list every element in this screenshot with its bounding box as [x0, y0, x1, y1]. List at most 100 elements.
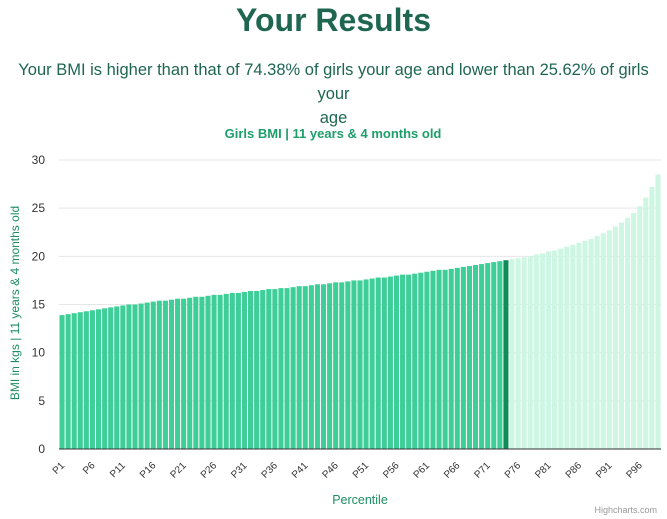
- bar[interactable]: [521, 257, 527, 449]
- bar[interactable]: [576, 242, 582, 449]
- bar[interactable]: [631, 212, 637, 449]
- bar[interactable]: [564, 246, 570, 449]
- bar[interactable]: [600, 233, 606, 449]
- bar[interactable]: [606, 230, 612, 449]
- bar[interactable]: [454, 267, 460, 449]
- bar[interactable]: [314, 284, 320, 449]
- bar[interactable]: [114, 306, 120, 449]
- bar[interactable]: [120, 305, 126, 449]
- bar[interactable]: [272, 289, 278, 449]
- bar[interactable]: [77, 312, 83, 449]
- bar[interactable]: [558, 248, 564, 449]
- bar[interactable]: [649, 186, 655, 449]
- bar[interactable]: [254, 291, 260, 449]
- bar[interactable]: [278, 288, 284, 449]
- bar[interactable]: [594, 236, 600, 449]
- bar[interactable]: [509, 259, 515, 449]
- bar[interactable]: [412, 273, 418, 449]
- bar[interactable]: [168, 299, 175, 449]
- bar[interactable]: [284, 288, 290, 449]
- bar[interactable]: [175, 298, 181, 449]
- bar[interactable]: [193, 296, 199, 449]
- bar[interactable]: [71, 313, 77, 449]
- bar[interactable]: [436, 269, 442, 449]
- bar[interactable]: [248, 291, 254, 449]
- bar[interactable]: [618, 222, 625, 449]
- bar[interactable]: [430, 270, 436, 449]
- bar[interactable]: [345, 281, 351, 449]
- highcharts-credit[interactable]: Highcharts.com: [594, 505, 657, 515]
- bar[interactable]: [381, 277, 387, 449]
- bar[interactable]: [302, 286, 308, 449]
- bar[interactable]: [102, 308, 108, 449]
- bar[interactable]: [260, 290, 266, 449]
- bar[interactable]: [211, 294, 217, 449]
- bar[interactable]: [132, 304, 138, 450]
- bar[interactable]: [89, 310, 95, 449]
- bar[interactable]: [472, 265, 479, 449]
- bar[interactable]: [126, 304, 132, 450]
- bar[interactable]: [181, 298, 187, 449]
- bar[interactable]: [375, 277, 381, 449]
- bar[interactable]: [655, 174, 661, 449]
- bar-highlighted-percentile[interactable]: [503, 260, 509, 449]
- bar[interactable]: [266, 289, 272, 449]
- bar[interactable]: [65, 314, 71, 449]
- bar[interactable]: [533, 254, 539, 449]
- bar[interactable]: [339, 282, 345, 449]
- bar[interactable]: [424, 271, 430, 449]
- bar[interactable]: [539, 253, 545, 449]
- bar[interactable]: [199, 296, 205, 449]
- bar[interactable]: [387, 276, 393, 449]
- bar[interactable]: [570, 244, 576, 449]
- bar[interactable]: [59, 315, 65, 449]
- bar[interactable]: [479, 264, 485, 449]
- bar[interactable]: [229, 292, 235, 449]
- bar[interactable]: [545, 251, 552, 449]
- bar[interactable]: [637, 206, 643, 449]
- bar[interactable]: [643, 197, 649, 449]
- bar[interactable]: [308, 285, 314, 449]
- bar[interactable]: [515, 258, 521, 449]
- bar[interactable]: [83, 311, 89, 449]
- bar[interactable]: [108, 307, 114, 449]
- bar[interactable]: [327, 283, 333, 449]
- bar[interactable]: [333, 282, 339, 449]
- bar[interactable]: [491, 262, 497, 449]
- bar[interactable]: [612, 226, 618, 449]
- bar[interactable]: [442, 269, 448, 449]
- bar[interactable]: [497, 261, 503, 449]
- bar[interactable]: [418, 272, 424, 449]
- bar[interactable]: [235, 292, 241, 449]
- bar[interactable]: [406, 274, 412, 449]
- bar[interactable]: [144, 302, 150, 449]
- bar[interactable]: [485, 263, 491, 449]
- bar[interactable]: [150, 301, 156, 449]
- bar[interactable]: [156, 300, 162, 449]
- bar[interactable]: [400, 274, 406, 449]
- bar[interactable]: [357, 280, 363, 449]
- bar[interactable]: [138, 303, 144, 449]
- bar[interactable]: [320, 284, 327, 449]
- bar[interactable]: [162, 300, 168, 449]
- bar[interactable]: [448, 268, 454, 449]
- bar[interactable]: [363, 279, 369, 449]
- bar[interactable]: [241, 291, 247, 449]
- bar[interactable]: [527, 256, 533, 449]
- bar[interactable]: [625, 217, 631, 449]
- bar[interactable]: [217, 294, 223, 449]
- bar[interactable]: [588, 238, 594, 449]
- bar[interactable]: [351, 280, 357, 449]
- bar[interactable]: [95, 309, 102, 449]
- bar[interactable]: [552, 250, 558, 449]
- bar[interactable]: [393, 275, 400, 449]
- bar[interactable]: [296, 286, 302, 449]
- bar[interactable]: [290, 287, 296, 449]
- bar[interactable]: [187, 297, 193, 449]
- bar[interactable]: [582, 240, 588, 449]
- bar[interactable]: [223, 293, 229, 449]
- bar[interactable]: [460, 266, 466, 449]
- bar[interactable]: [466, 265, 472, 449]
- bar[interactable]: [369, 278, 375, 449]
- bar[interactable]: [205, 295, 211, 449]
